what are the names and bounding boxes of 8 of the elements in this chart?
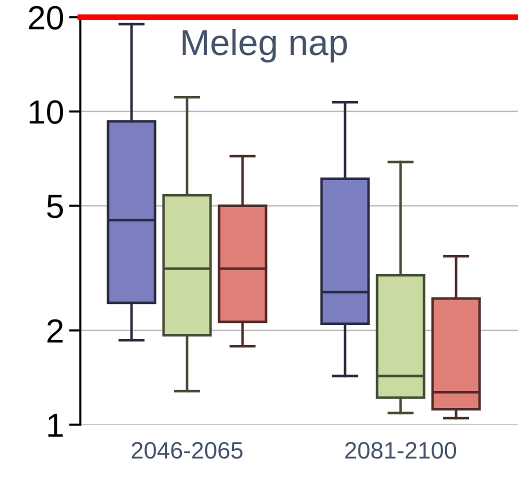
y-tick-label: 2	[47, 319, 63, 342]
y-tick-label: 5	[47, 194, 63, 218]
y-tick-label: 1	[48, 414, 63, 437]
y-tick-label: 20	[28, 6, 64, 30]
y-tick-label: 10	[30, 100, 64, 124]
chart-title: Meleg nap	[182, 28, 347, 63]
x-tick-label: 2046-2065	[132, 442, 243, 459]
x-tick-label: 2081-2100	[345, 442, 456, 459]
